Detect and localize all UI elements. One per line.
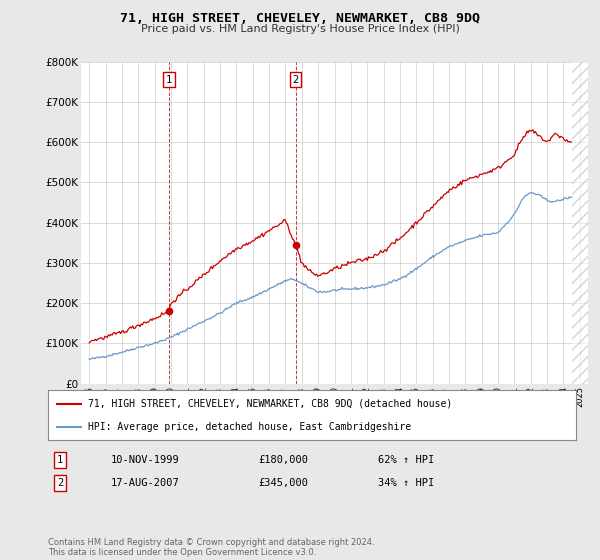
Text: 2: 2 [293, 74, 299, 85]
Text: £345,000: £345,000 [258, 478, 308, 488]
Text: 1: 1 [166, 74, 172, 85]
Text: 17-AUG-2007: 17-AUG-2007 [111, 478, 180, 488]
Text: Contains HM Land Registry data © Crown copyright and database right 2024.
This d: Contains HM Land Registry data © Crown c… [48, 538, 374, 557]
Text: 1: 1 [57, 455, 63, 465]
Text: 34% ↑ HPI: 34% ↑ HPI [378, 478, 434, 488]
Text: £180,000: £180,000 [258, 455, 308, 465]
Text: 71, HIGH STREET, CHEVELEY, NEWMARKET, CB8 9DQ: 71, HIGH STREET, CHEVELEY, NEWMARKET, CB… [120, 12, 480, 25]
Text: 71, HIGH STREET, CHEVELEY, NEWMARKET, CB8 9DQ (detached house): 71, HIGH STREET, CHEVELEY, NEWMARKET, CB… [88, 399, 452, 409]
Text: HPI: Average price, detached house, East Cambridgeshire: HPI: Average price, detached house, East… [88, 422, 411, 432]
Text: 2: 2 [57, 478, 63, 488]
Text: 62% ↑ HPI: 62% ↑ HPI [378, 455, 434, 465]
Text: 10-NOV-1999: 10-NOV-1999 [111, 455, 180, 465]
Text: Price paid vs. HM Land Registry's House Price Index (HPI): Price paid vs. HM Land Registry's House … [140, 24, 460, 34]
